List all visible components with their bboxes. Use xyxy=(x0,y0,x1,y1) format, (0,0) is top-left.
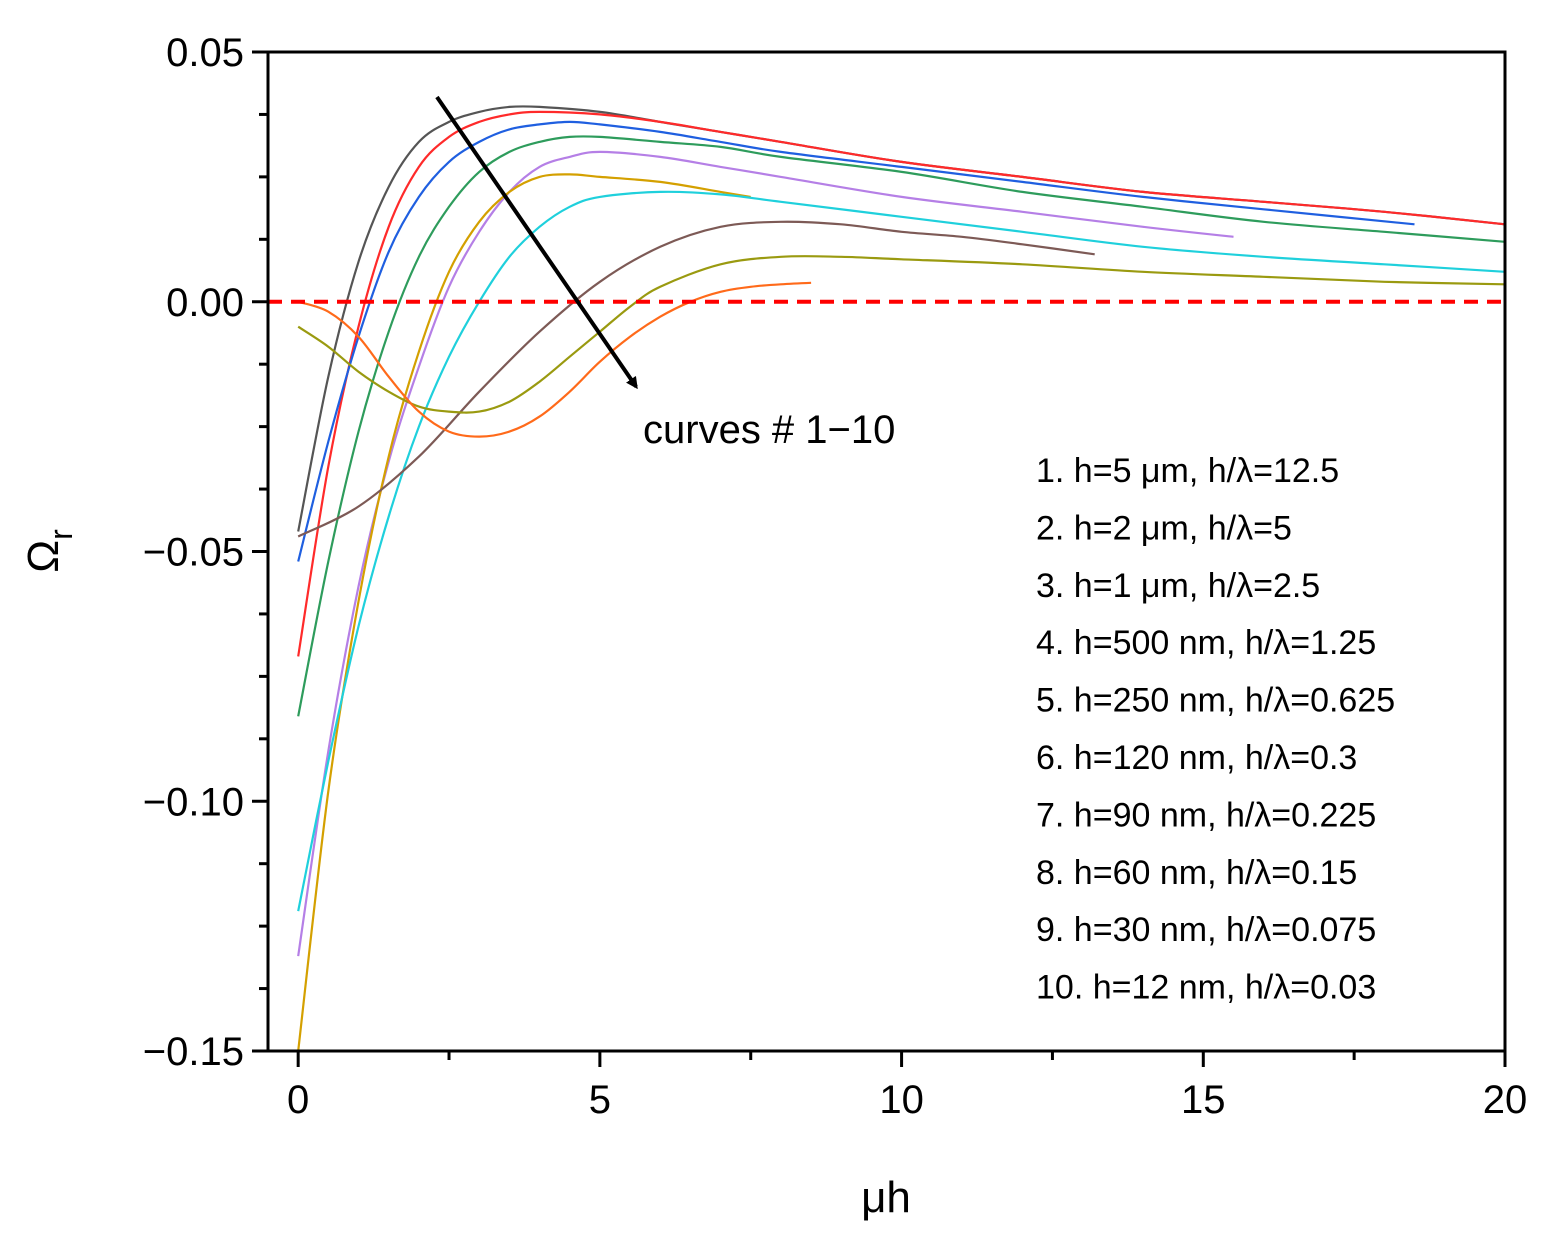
x-axis-title: μh xyxy=(861,1173,911,1222)
y-tick-label: −0.05 xyxy=(143,531,244,575)
x-tick-label: 20 xyxy=(1483,1078,1528,1122)
legend-entry-7: 7. h=90 nm, h/λ=0.225 xyxy=(1036,796,1376,834)
legend-entry-2: 2. h=2 μm, h/λ=5 xyxy=(1036,509,1292,547)
annotation-text: curves # 1−10 xyxy=(643,408,895,452)
y-tick-label: 0.05 xyxy=(166,31,244,75)
y-tick-label: 0.00 xyxy=(166,281,244,325)
series-line-2 xyxy=(297,110,1505,657)
series-line-7 xyxy=(297,190,1505,912)
series-line-3 xyxy=(297,120,1415,562)
series-line-4 xyxy=(297,135,1505,717)
series-line-8 xyxy=(297,220,1095,538)
y-axis-title-subscript: r xyxy=(43,529,79,540)
legend-entry-8: 8. h=60 nm, h/λ=0.15 xyxy=(1036,854,1357,892)
legend-entry-1: 1. h=5 μm, h/λ=12.5 xyxy=(1036,452,1339,490)
legend-entry-5: 5. h=250 nm, h/λ=0.625 xyxy=(1036,682,1395,720)
legend-entry-9: 9. h=30 nm, h/λ=0.075 xyxy=(1036,911,1376,949)
x-tick-label: 0 xyxy=(287,1078,309,1122)
svg-text:Ωr: Ωr xyxy=(19,529,79,573)
legend-entry-10: 10. h=12 nm, h/λ=0.03 xyxy=(1036,969,1376,1007)
series-line-5 xyxy=(297,150,1234,957)
y-axis-title-main: Ω xyxy=(19,540,68,573)
y-axis-title: Ωr xyxy=(19,529,79,573)
series-line-10 xyxy=(297,281,812,438)
y-axis: −0.15 −0.10 −0.05 0.00 0.05 xyxy=(143,31,268,1074)
x-tick-label: 5 xyxy=(589,1078,611,1122)
annotation-arrow xyxy=(435,95,638,390)
series-layer xyxy=(297,105,1505,1051)
series-line-9 xyxy=(297,255,1505,414)
legend: 1. h=5 μm, h/λ=12.5 2. h=2 μm, h/λ=5 3. h=… xyxy=(1036,452,1395,1007)
x-tick-label: 15 xyxy=(1181,1078,1226,1122)
y-tick-label: −0.15 xyxy=(143,1030,244,1074)
legend-entry-6: 6. h=120 nm, h/λ=0.3 xyxy=(1036,739,1357,777)
legend-entry-3: 3. h=1 μm, h/λ=2.5 xyxy=(1036,567,1320,605)
legend-entry-4: 4. h=500 nm, h/λ=1.25 xyxy=(1036,624,1376,662)
x-tick-label: 10 xyxy=(879,1078,924,1122)
y-tick-label: −0.10 xyxy=(143,780,244,824)
x-axis: 0 5 10 15 20 xyxy=(287,1051,1527,1122)
